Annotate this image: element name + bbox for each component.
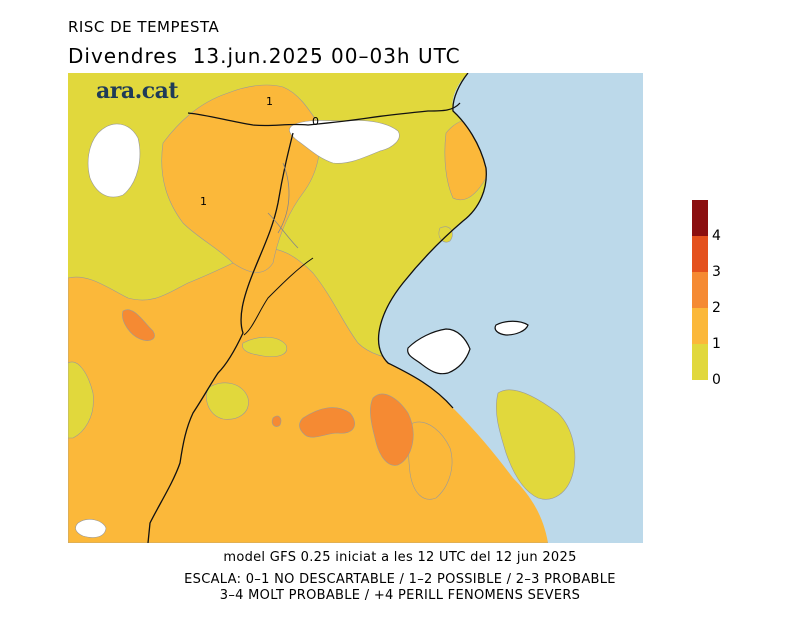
legend-label-2: 2 xyxy=(712,300,721,316)
risk-area-level-0-1 xyxy=(438,226,453,243)
risk-area-level-2-3 xyxy=(271,415,282,427)
mediterranean-sea xyxy=(378,73,643,543)
contour-label: 1 xyxy=(266,95,273,108)
legend-swatch-level-0-1 xyxy=(692,344,708,380)
country-border xyxy=(147,132,294,543)
coastline xyxy=(377,73,487,409)
risk-area-level-2-3 xyxy=(370,393,414,466)
scale-description-line-2: 3–4 MOLT PROBABLE / +4 PERILL FENOMENS S… xyxy=(219,588,581,603)
scale-description-line-1: ESCALA: 0–1 NO DESCARTABLE / 1–2 POSSIBL… xyxy=(184,572,616,587)
no-data-area xyxy=(75,519,107,538)
legend-label-4: 4 xyxy=(712,228,721,244)
legend-swatch-level-3-4 xyxy=(692,236,708,272)
risk-area-level-0-1 xyxy=(242,336,288,357)
mallorca-island xyxy=(407,328,471,375)
legend-label-0: 0 xyxy=(712,372,721,388)
no-data-area xyxy=(87,123,141,198)
legend-label-3: 3 xyxy=(712,264,721,280)
risk-area-level-0-1 xyxy=(495,389,576,500)
map-title: RISC DE TEMPESTA xyxy=(68,18,220,36)
risk-area-level-2-3 xyxy=(122,309,155,341)
risk-area-level-2-3 xyxy=(299,407,355,438)
legend-swatch-level-1-2 xyxy=(692,308,708,344)
region-border xyxy=(267,162,299,249)
legend-swatch-level-4-plus xyxy=(692,200,708,236)
model-info: model GFS 0.25 iniciat a les 12 UTC del … xyxy=(223,550,577,565)
ara-cat-logo: ara.cat xyxy=(96,78,179,104)
menorca-island xyxy=(494,320,529,336)
region-border xyxy=(243,257,314,336)
storm-risk-map: 1 0 1 xyxy=(68,73,643,543)
contour-label: 1 xyxy=(200,195,207,208)
risk-area-level-1-2 xyxy=(407,421,453,500)
risk-area-level-0-1 xyxy=(68,361,94,439)
legend-swatch-level-2-3 xyxy=(692,272,708,308)
legend-label-1: 1 xyxy=(712,336,721,352)
country-border xyxy=(187,102,461,127)
risk-legend xyxy=(692,200,708,380)
risk-area-level-0-1 xyxy=(206,382,249,420)
contour-label: 0 xyxy=(312,115,319,128)
map-subtitle: Divendres 13.jun.2025 00–03h UTC xyxy=(68,44,461,68)
risk-area-level-1-2 xyxy=(161,84,321,273)
